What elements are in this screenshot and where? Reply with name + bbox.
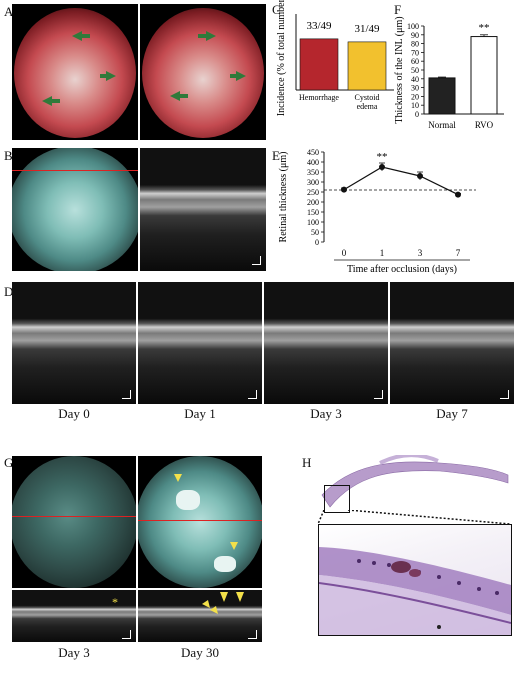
y-tick-label: 150: [307, 208, 319, 217]
y-tick-label: 30: [411, 84, 419, 93]
data-point-2: [417, 173, 423, 179]
y-tick-label: 250: [307, 188, 319, 197]
y-tick-label: 400: [307, 158, 319, 167]
x-tick-label: Cystoid: [355, 93, 380, 102]
arrowhead-icon: [174, 474, 182, 482]
panel-label-h: H: [302, 455, 312, 470]
fundus-image-a-left: [12, 4, 138, 140]
x-tick-label: Hemorrhage: [299, 93, 339, 102]
panel-label-g: G: [4, 455, 14, 470]
arrowhead-icon: [202, 600, 210, 608]
x-tick-label: RVO: [475, 120, 494, 130]
panel-label-d: D: [4, 284, 14, 299]
y-tick-label: 50: [311, 228, 319, 237]
y-tick-label: 40: [411, 75, 419, 84]
y-axis-label: Retinal thickness (μm): [278, 152, 289, 243]
y-tick-label: 20: [411, 92, 419, 101]
data-point-3: [455, 191, 461, 198]
y-tick-label: 10: [411, 101, 419, 110]
y-tick-label: 70: [411, 48, 419, 57]
zoom-box: [324, 485, 350, 513]
fundus-image-a-right: [140, 4, 266, 140]
arrow-icon: [100, 71, 116, 81]
green-arrows-a-right: [170, 31, 246, 101]
arrowhead-icon: [210, 606, 218, 614]
x-tick-label: 7: [456, 248, 461, 258]
caption-g-day3: Day 3: [58, 645, 90, 660]
oct-image-d-day3: [264, 282, 388, 404]
arrowhead-icon: [220, 592, 228, 602]
histology-zoom-h: [318, 524, 512, 636]
oct-image-d-day7: [390, 282, 514, 404]
x-tick-label: edema: [357, 102, 378, 111]
x-axis-label: Time after occlusion (days): [347, 264, 457, 275]
caption-d-day7: Day 7: [436, 406, 468, 421]
significance-marker: **: [377, 151, 388, 163]
bar-1: [470, 36, 498, 115]
fundus-image-g-day3: [12, 456, 136, 588]
caption-d-day1: Day 1: [184, 406, 216, 421]
oct-image-d-day1: [138, 282, 262, 404]
y-tick-label: 350: [307, 168, 319, 177]
y-tick-label: 60: [411, 57, 419, 66]
x-tick-label: 3: [418, 248, 423, 258]
data-label-0: 33/49: [306, 20, 332, 32]
panel-label-f: F: [394, 2, 402, 17]
caption-g-day30: Day 30: [181, 645, 219, 660]
green-arrows-a-left: [42, 31, 116, 106]
data-point-1: [379, 164, 385, 170]
y-tick-label: 200: [307, 198, 319, 207]
panel-label-c: C: [272, 2, 281, 17]
star-marker: *: [112, 595, 118, 609]
yellow-arrowheads-g-oct: [202, 592, 244, 614]
fundus-image-g-day30: [138, 456, 262, 588]
arrow-icon: [170, 91, 188, 101]
significance-marker: **: [479, 22, 490, 34]
y-tick-label: 50: [411, 66, 419, 75]
x-tick-label: Normal: [428, 120, 456, 130]
oct-image-b: [140, 148, 266, 271]
fundus-image-b: [12, 148, 138, 271]
y-tick-label: 450: [307, 148, 319, 157]
caption-d-day0: Day 0: [58, 406, 90, 421]
y-axis-label: Thickness of the INL (μm): [394, 16, 405, 123]
arrow-icon: [198, 31, 216, 41]
panel-label-e: E: [272, 148, 280, 163]
x-tick-label: 0: [342, 248, 347, 258]
yellow-arrowheads-g-fundus: [174, 474, 238, 550]
caption-d-day3: Day 3: [310, 406, 342, 421]
panel-label-a: A: [4, 4, 14, 19]
x-tick-label: 1: [380, 248, 385, 258]
data-point-0: [341, 186, 347, 193]
oct-image-g-day30: [138, 590, 262, 642]
arrowhead-icon: [230, 542, 238, 550]
series-line: [343, 166, 459, 196]
bar-0: [428, 77, 456, 115]
y-tick-label: 100: [407, 22, 419, 31]
bar-0: [299, 38, 339, 91]
data-label-1: 31/49: [354, 23, 380, 35]
y-tick-label: 90: [411, 31, 419, 40]
y-tick-label: 100: [307, 218, 319, 227]
arrow-icon: [230, 71, 246, 81]
arrowhead-icon: [236, 592, 244, 602]
y-axis-label: Incidence (% of total number): [276, 0, 287, 116]
arrow-icon: [72, 31, 90, 41]
y-tick-label: 0: [315, 238, 319, 247]
arrow-icon: [42, 96, 60, 106]
oct-image-g-day3: *: [12, 590, 136, 642]
y-tick-label: 0: [415, 110, 419, 119]
oct-image-d-day0: [12, 282, 136, 404]
y-tick-label: 80: [411, 40, 419, 49]
histology-overview-h: [320, 455, 510, 515]
panel-label-b: B: [4, 148, 13, 163]
y-tick-label: 300: [307, 178, 319, 187]
zoom-connector-lines: [317, 510, 511, 525]
svg-text:*: *: [112, 595, 118, 609]
bar-1: [347, 41, 387, 91]
